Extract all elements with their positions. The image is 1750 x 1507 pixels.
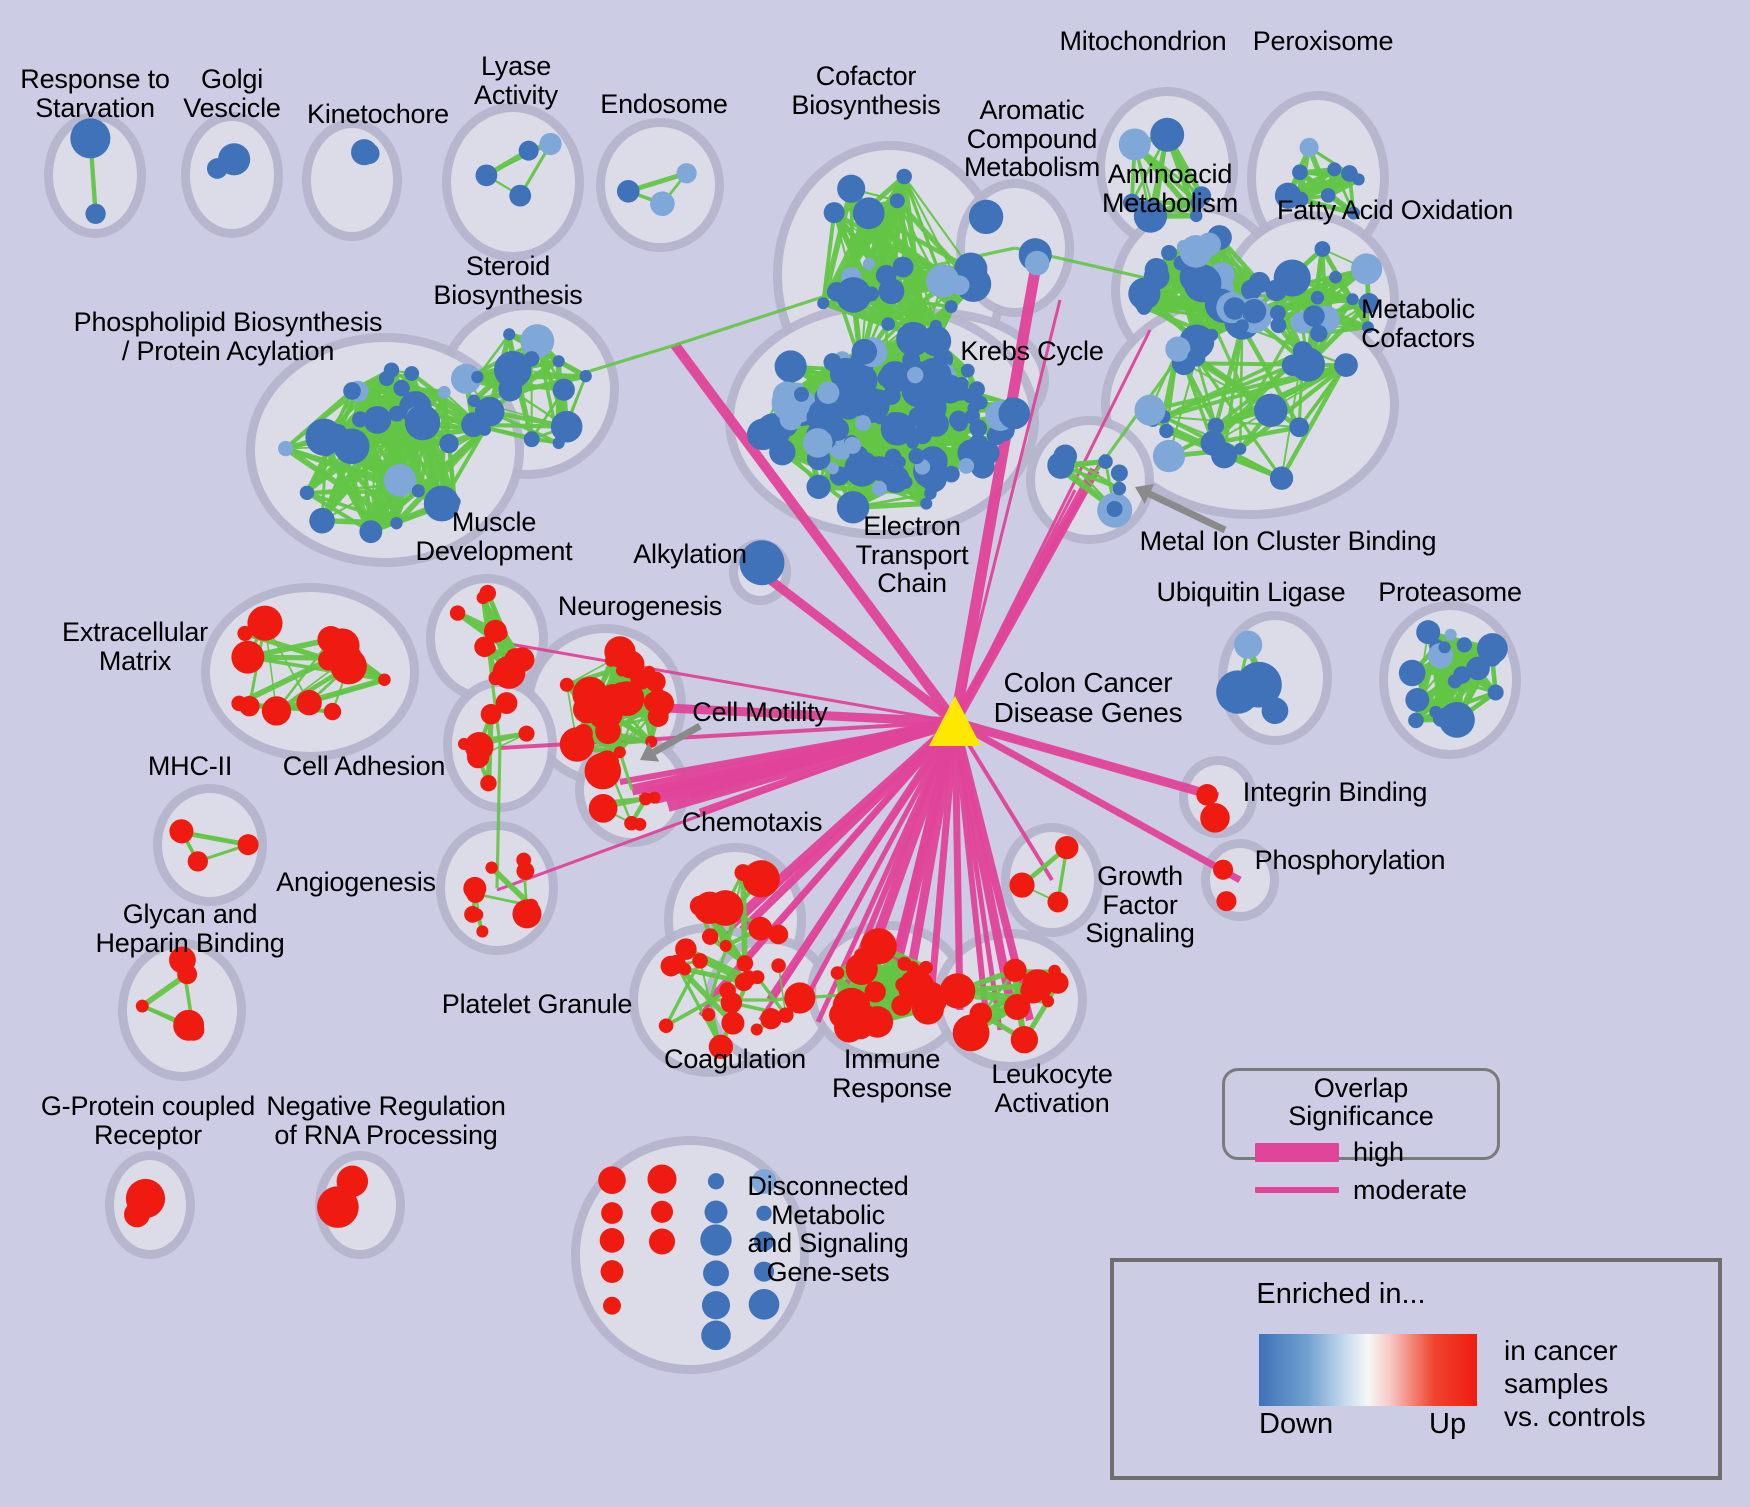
cluster-label-ubiquitin-ligase: Ubiquitin Ligase — [1156, 577, 1346, 607]
legend-high-label: high — [1353, 1136, 1405, 1167]
legend-moderate-swatch — [1255, 1187, 1339, 1194]
legend-color-gradient-bar — [1259, 1334, 1477, 1406]
legend-overlap-title: Overlap Significance — [1288, 1073, 1434, 1132]
cluster-label-golgi-vescicle: Golgi Vescicle — [183, 64, 281, 123]
legend-high-swatch — [1255, 1142, 1339, 1162]
legend-overlap-significance: Overlap Significance high moderate — [1222, 1068, 1500, 1205]
legend-enriched-title: Enriched in... — [1256, 1278, 1426, 1310]
cluster-label-aminoacid-metabolism: Aminoacid Metabolism — [1101, 159, 1239, 218]
cluster-label-electron-transport-chain: Electron Transport Chain — [855, 511, 969, 599]
cluster-label-mhc-ii: MHC-II — [147, 751, 233, 781]
legend-gradient-high-label: Up — [1429, 1408, 1467, 1440]
cluster-label-response-to-starvation: Response to Starvation — [20, 64, 170, 123]
cluster-label-aromatic-compound-metabolism: Aromatic Compound Metabolism — [963, 95, 1101, 183]
cluster-label-glycan-and-heparin-binding: Glycan and Heparin Binding — [95, 899, 285, 958]
cluster-label-metabolic-cofactors: Metabolic Cofactors — [1361, 294, 1475, 353]
cluster-label-peroxisome: Peroxisome — [1252, 26, 1394, 56]
cluster-label-cell-motility: Cell Motility — [692, 697, 828, 727]
cluster-label-leukocyte-activation: Leukocyte Activation — [991, 1059, 1113, 1118]
cluster-label-lyase-activity: Lyase Activity — [474, 51, 558, 110]
cluster-label-angiogenesis: Angiogenesis — [276, 867, 436, 897]
cluster-label-g-protein-coupled-receptor: G-Protein coupled Receptor — [40, 1091, 256, 1150]
cluster-label-alkylation: Alkylation — [633, 539, 747, 569]
cluster-label-cofactor-biosynthesis: Cofactor Biosynthesis — [791, 61, 941, 120]
cluster-label-endosome: Endosome — [600, 89, 728, 119]
cluster-label-phospholipid-biosynthesis-protein-acylation: Phospholipid Biosynthesis / Protein Acyl… — [73, 307, 383, 366]
cluster-label-extracellular-matrix: Extracellular Matrix — [62, 617, 208, 676]
cluster-label-neurogenesis: Neurogenesis — [557, 591, 723, 621]
cluster-label-coagulation: Coagulation — [664, 1044, 806, 1074]
legend-enriched-side-note: in cancer samples vs. controls — [1504, 1335, 1646, 1433]
cluster-label-mitochondrion: Mitochondrion — [1059, 26, 1227, 56]
cluster-label-cell-adhesion: Cell Adhesion — [282, 751, 446, 781]
legend-enriched-in: Enriched in... Down Up in cancer samples… — [1110, 1258, 1722, 1480]
cluster-label-immune-response: Immune Response — [832, 1044, 952, 1103]
cluster-label-integrin-binding: Integrin Binding — [1242, 777, 1428, 807]
cluster-label-proteasome: Proteasome — [1378, 577, 1522, 607]
legend-gradient-low-label: Down — [1259, 1408, 1334, 1440]
cluster-label-fatty-acid-oxidation: Fatty Acid Oxidation — [1276, 195, 1514, 225]
cluster-label-kinetochore: Kinetochore — [307, 99, 449, 129]
legend-gradient-wrap: Down Up — [1259, 1334, 1477, 1440]
hub-label-colon-cancer-disease-genes: Colon Cancer Disease Genes — [993, 667, 1183, 728]
cluster-label-phosphorylation: Phosphorylation — [1254, 845, 1446, 875]
cluster-label-metal-ion-cluster-binding: Metal Ion Cluster Binding — [1139, 526, 1437, 556]
cluster-label-disconnected-metabolic-and-signaling-gene-sets: Disconnected Metabolic and Signaling Gen… — [747, 1171, 909, 1287]
legend-moderate-label: moderate — [1353, 1174, 1468, 1205]
cluster-label-steroid-biosynthesis: Steroid Biosynthesis — [433, 251, 583, 310]
legend-overlap-item-high: high — [1255, 1137, 1497, 1168]
cluster-label-growth-factor-signaling: Growth Factor Signaling — [1085, 861, 1195, 949]
cluster-label-muscle-development: Muscle Development — [415, 507, 573, 566]
cluster-label-negative-regulation-of-rna-processing: Negative Regulation of RNA Processing — [266, 1091, 506, 1150]
legend-overlap-item-moderate: moderate — [1255, 1175, 1497, 1206]
cluster-label-krebs-cycle: Krebs Cycle — [960, 336, 1104, 366]
cluster-label-chemotaxis: Chemotaxis — [681, 807, 823, 837]
cluster-label-platelet-granule: Platelet Granule — [441, 989, 633, 1019]
